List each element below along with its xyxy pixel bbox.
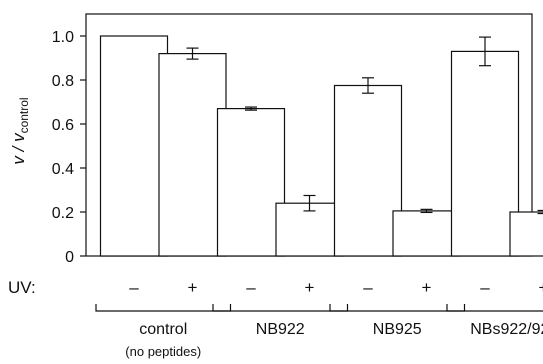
bars xyxy=(99,35,543,257)
uv-sign-0: – xyxy=(129,278,139,297)
uv-sign-4: – xyxy=(363,278,373,297)
y-tick-label-1: 0.2 xyxy=(52,205,74,222)
bar-0 xyxy=(99,35,169,257)
y-axis-label-main: v / v xyxy=(9,132,28,165)
error-bar-4 xyxy=(362,77,374,94)
bar-7 xyxy=(509,211,543,257)
uv-label: UV: xyxy=(8,278,36,297)
y-tick-label-3: 0.6 xyxy=(52,117,74,134)
uv-sign-3: + xyxy=(305,278,315,297)
group-label-0: control xyxy=(139,321,187,338)
group-bracket-1 xyxy=(212,304,349,312)
group-label-3: NBs922/925 xyxy=(470,321,543,338)
error-bar-5 xyxy=(420,208,433,214)
y-tick-label-2: 0.4 xyxy=(52,161,74,178)
y-axis-label-subscript: control xyxy=(17,97,31,133)
group-label-2: NB925 xyxy=(373,321,422,338)
error-bar-3 xyxy=(303,194,316,212)
group-bracket-3 xyxy=(446,304,543,312)
group-bracket-2 xyxy=(329,304,466,312)
error-bar-7 xyxy=(537,209,543,215)
bar-4 xyxy=(333,84,403,257)
group-label-1: NB922 xyxy=(256,321,305,338)
error-bar-2 xyxy=(245,106,257,111)
y-tick-label-5: 1.0 xyxy=(52,29,74,46)
group-sublabel-0: (no peptides) xyxy=(125,344,201,359)
bar-3 xyxy=(275,202,344,257)
bar-5 xyxy=(392,210,461,257)
uv-signs: – + – + – + – + xyxy=(129,278,543,297)
uv-sign-1: + xyxy=(188,278,198,297)
group-bracket-0 xyxy=(95,304,232,312)
uv-sign-2: – xyxy=(246,278,256,297)
y-axis-label: v / vcontrol xyxy=(9,97,31,164)
uv-sign-7: + xyxy=(539,278,543,297)
error-bar-1 xyxy=(186,47,199,60)
error-bar-6 xyxy=(479,36,491,67)
y-axis: 0 0.2 0.4 0.6 0.8 1.0 xyxy=(52,29,86,266)
bar-1 xyxy=(158,52,227,257)
bar-6 xyxy=(450,50,520,257)
y-tick-label-0: 0 xyxy=(65,249,74,266)
uv-sign-6: – xyxy=(480,278,490,297)
bar-2 xyxy=(216,107,286,257)
group-labels: control (no peptides) NB922 NB925 NBs922/925 xyxy=(95,304,543,359)
uv-sign-5: + xyxy=(422,278,432,297)
y-tick-label-4: 0.8 xyxy=(52,73,74,90)
